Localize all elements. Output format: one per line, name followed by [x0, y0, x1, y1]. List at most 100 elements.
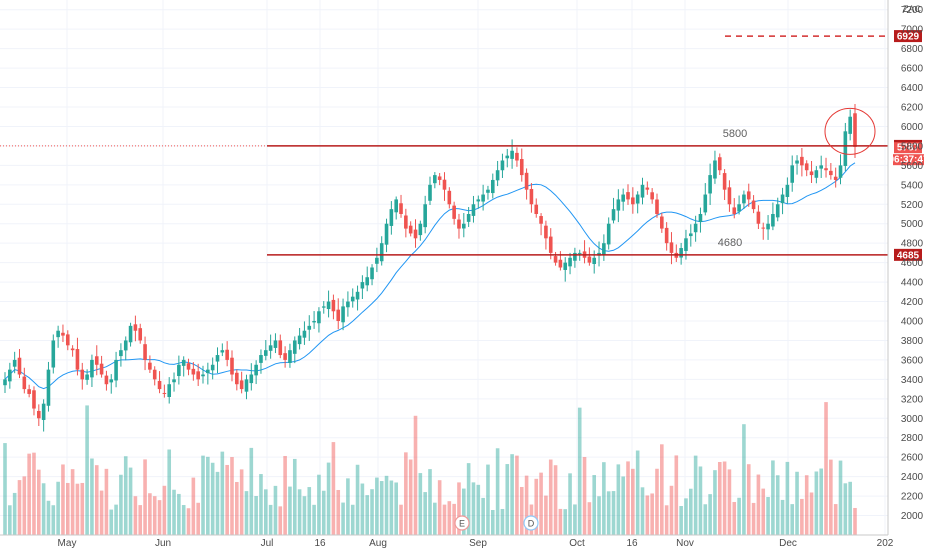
volume-bar — [833, 504, 838, 535]
volume-bar — [563, 509, 568, 535]
volume-bar — [693, 455, 698, 535]
candle-body — [12, 359, 17, 367]
candle-body — [394, 199, 398, 213]
candle-body — [664, 227, 669, 244]
volume-bar — [32, 452, 36, 535]
candle-body — [727, 187, 732, 205]
volume-bar — [341, 502, 345, 535]
candle-body — [505, 155, 510, 159]
volume-bar — [481, 497, 485, 535]
candle-body — [742, 194, 746, 204]
candle-body — [46, 369, 51, 406]
candle-body — [123, 340, 128, 351]
candle-body — [737, 204, 741, 212]
candle-body — [326, 301, 331, 310]
x-tick-label: Oct — [569, 538, 585, 549]
volume-bar — [548, 459, 553, 535]
candle-body — [838, 165, 843, 178]
volume-bar — [519, 486, 524, 535]
volume-bar — [278, 506, 283, 535]
candle-body — [56, 330, 60, 338]
volume-bar — [355, 464, 360, 535]
target-badge — [894, 30, 922, 43]
candle-body — [384, 223, 389, 245]
candle-body — [703, 194, 708, 213]
x-tick-label: Aug — [369, 538, 387, 549]
candle-body — [708, 175, 712, 194]
volume-bar — [732, 501, 737, 535]
candle-body — [775, 204, 780, 218]
support-label: 4680 — [718, 237, 742, 249]
volume-bar — [814, 471, 819, 535]
time-axis[interactable]: May Jun Jul 16 Aug Sep Oct 16 Nov Dec 202 — [0, 534, 894, 549]
candle-body — [143, 344, 147, 360]
volume-bar — [780, 499, 785, 535]
candle-body — [104, 375, 109, 385]
candle-body — [210, 364, 215, 371]
candle-body — [800, 156, 804, 166]
volume-bar — [210, 462, 215, 535]
candle-body — [109, 379, 114, 383]
candle-body — [17, 357, 22, 375]
volume-bar — [172, 489, 176, 535]
candle-body — [795, 160, 799, 164]
volume-bar — [283, 455, 287, 535]
candle-body — [621, 194, 625, 202]
candle-body — [177, 364, 181, 377]
volume-bar — [263, 489, 268, 535]
candle-body — [404, 215, 408, 229]
candle-body — [186, 363, 191, 370]
candle-body — [433, 175, 437, 184]
volume-bar — [17, 480, 22, 535]
volume-bar — [809, 492, 814, 535]
volume-bar — [592, 475, 597, 535]
volume-bar — [8, 505, 12, 535]
volume-bar — [399, 504, 403, 535]
candle-body — [679, 248, 683, 258]
volume-bar — [674, 455, 679, 535]
volume-bar — [389, 480, 394, 535]
candle-body — [853, 113, 857, 147]
volume-bar — [225, 464, 229, 535]
event-marker-label: E — [459, 519, 465, 529]
candle-body — [761, 227, 766, 229]
volume-bar — [244, 491, 249, 535]
volume-bar — [558, 508, 563, 535]
volume-bar — [790, 504, 795, 535]
volume-bar — [196, 502, 200, 535]
y-tick-label: 4000 — [901, 317, 924, 328]
candle-body — [278, 340, 283, 356]
volume-bar — [423, 492, 427, 535]
countdown-badge — [893, 154, 924, 166]
candle-body — [317, 311, 321, 324]
candle-body — [587, 256, 592, 263]
volume-bar — [650, 493, 654, 535]
candle-body — [490, 179, 495, 194]
candle-body — [235, 372, 239, 385]
candle-body — [70, 348, 75, 351]
candle-body — [452, 205, 456, 219]
volume-bars — [3, 402, 857, 535]
candle-body — [510, 150, 514, 159]
volume-bar — [99, 490, 104, 535]
candle-body — [128, 325, 133, 343]
candle-body — [519, 159, 524, 176]
volume-bar — [201, 455, 205, 535]
candle-body — [331, 299, 336, 312]
candle-body — [119, 350, 123, 357]
volume-bar — [123, 456, 128, 535]
candle-body — [215, 355, 220, 362]
volume-bar — [698, 466, 703, 535]
volume-bar — [157, 500, 162, 535]
y-tick-label: 3200 — [901, 394, 924, 405]
candle-body — [32, 390, 36, 409]
highlight-circle — [824, 107, 876, 155]
candle-body — [669, 242, 674, 253]
price-axis[interactable]: ZAC 2000 2200 2400 2600 2800 3000 3200 3400 3600… — [887, 0, 924, 535]
candle-body — [90, 359, 94, 378]
volume-bar — [413, 415, 418, 535]
candle-body — [790, 165, 795, 183]
candle-body — [162, 392, 167, 394]
